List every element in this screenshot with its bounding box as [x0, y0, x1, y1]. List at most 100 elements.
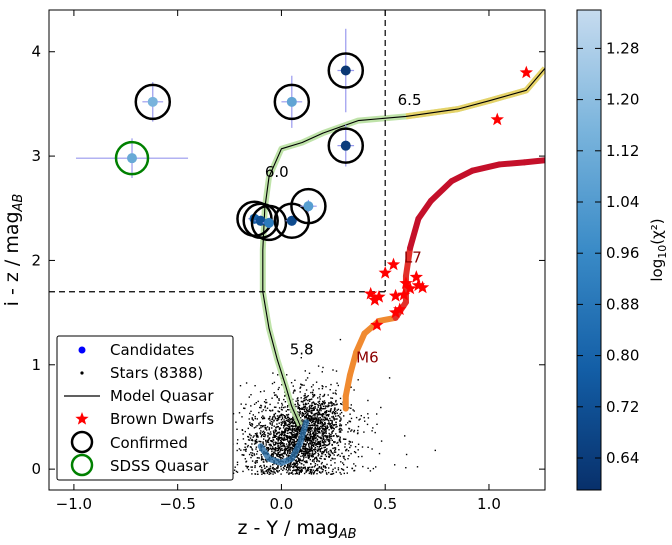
field-star — [325, 431, 327, 433]
field-star — [262, 426, 264, 428]
field-star — [294, 403, 296, 406]
field-star — [291, 427, 294, 430]
field-star — [236, 442, 238, 445]
field-star — [303, 398, 305, 400]
field-star — [272, 440, 274, 443]
field-star — [310, 454, 312, 456]
field-star — [328, 443, 330, 445]
field-star — [336, 409, 338, 411]
field-star — [338, 431, 341, 433]
field-star — [245, 460, 248, 462]
field-star — [287, 450, 290, 452]
field-star — [333, 418, 335, 420]
field-star — [298, 414, 300, 416]
field-star — [287, 455, 290, 458]
field-star — [296, 411, 299, 413]
field-star — [293, 436, 296, 439]
field-star — [260, 436, 263, 438]
colorbar-tick-label: 1.20 — [606, 91, 639, 109]
field-star — [309, 458, 311, 461]
field-star — [334, 424, 336, 426]
field-star — [302, 403, 305, 405]
field-star — [320, 438, 322, 440]
field-star — [305, 396, 307, 399]
field-star — [291, 448, 294, 450]
field-star — [297, 431, 299, 434]
field-star — [315, 431, 317, 434]
field-star — [303, 406, 305, 408]
field-star — [269, 443, 272, 446]
field-star — [298, 451, 301, 453]
field-star — [296, 469, 298, 471]
field-star — [280, 465, 282, 468]
field-star — [289, 423, 291, 426]
field-star — [245, 448, 247, 450]
field-star — [338, 449, 340, 451]
field-star — [336, 435, 339, 438]
field-star — [308, 415, 311, 417]
field-star — [272, 372, 274, 374]
field-star — [261, 470, 263, 472]
field-star — [315, 443, 317, 445]
field-star — [294, 435, 296, 438]
field-star — [331, 421, 333, 423]
field-star — [304, 443, 306, 446]
field-star — [307, 428, 309, 430]
field-star — [278, 447, 281, 450]
legend-candidates-marker — [78, 346, 86, 354]
field-star — [306, 396, 308, 398]
field-star — [283, 422, 286, 425]
field-star — [319, 449, 321, 451]
field-star — [263, 417, 266, 420]
field-star — [265, 439, 267, 442]
field-star — [318, 430, 321, 432]
field-star — [252, 439, 254, 442]
field-star — [281, 406, 283, 408]
field-star — [305, 471, 307, 473]
field-star — [336, 442, 338, 444]
field-star — [288, 437, 291, 440]
field-star — [297, 402, 299, 404]
field-star — [329, 409, 332, 411]
field-star — [329, 423, 331, 425]
field-star — [349, 446, 351, 449]
field-star — [272, 439, 275, 441]
field-star — [251, 425, 253, 427]
field-star — [265, 444, 267, 446]
field-star — [293, 429, 295, 431]
field-star — [306, 403, 308, 405]
field-star — [263, 435, 265, 437]
field-star — [349, 420, 352, 423]
field-star — [314, 446, 316, 449]
field-star — [292, 419, 294, 421]
colorbar: 0.640.720.800.880.961.041.121.201.28 log… — [576, 9, 669, 491]
field-star — [336, 435, 338, 437]
field-star — [314, 464, 316, 467]
colorbar-tick-label: 0.96 — [606, 244, 639, 262]
brown-dwarf-track-segment — [353, 330, 368, 356]
field-star — [303, 447, 305, 449]
field-star — [291, 430, 294, 433]
brown-dwarf-track-segment — [521, 157, 545, 166]
field-star — [348, 455, 350, 457]
field-star — [321, 408, 323, 410]
field-star — [282, 466, 285, 469]
field-star — [272, 471, 275, 473]
field-star — [321, 435, 323, 437]
field-star — [280, 441, 282, 443]
field-star — [284, 433, 286, 436]
field-star — [349, 413, 351, 415]
field-star — [263, 464, 265, 466]
field-star — [311, 398, 313, 400]
field-star — [277, 453, 279, 455]
colorbar-ticks: 0.640.720.800.880.961.041.121.201.28 — [577, 39, 639, 467]
field-star — [308, 455, 310, 457]
field-star — [339, 441, 342, 443]
field-star — [261, 456, 263, 458]
field-star — [298, 453, 300, 456]
field-star — [249, 437, 252, 439]
field-star — [325, 405, 328, 407]
field-star — [327, 444, 330, 446]
field-star — [334, 447, 337, 449]
field-star — [330, 397, 332, 399]
